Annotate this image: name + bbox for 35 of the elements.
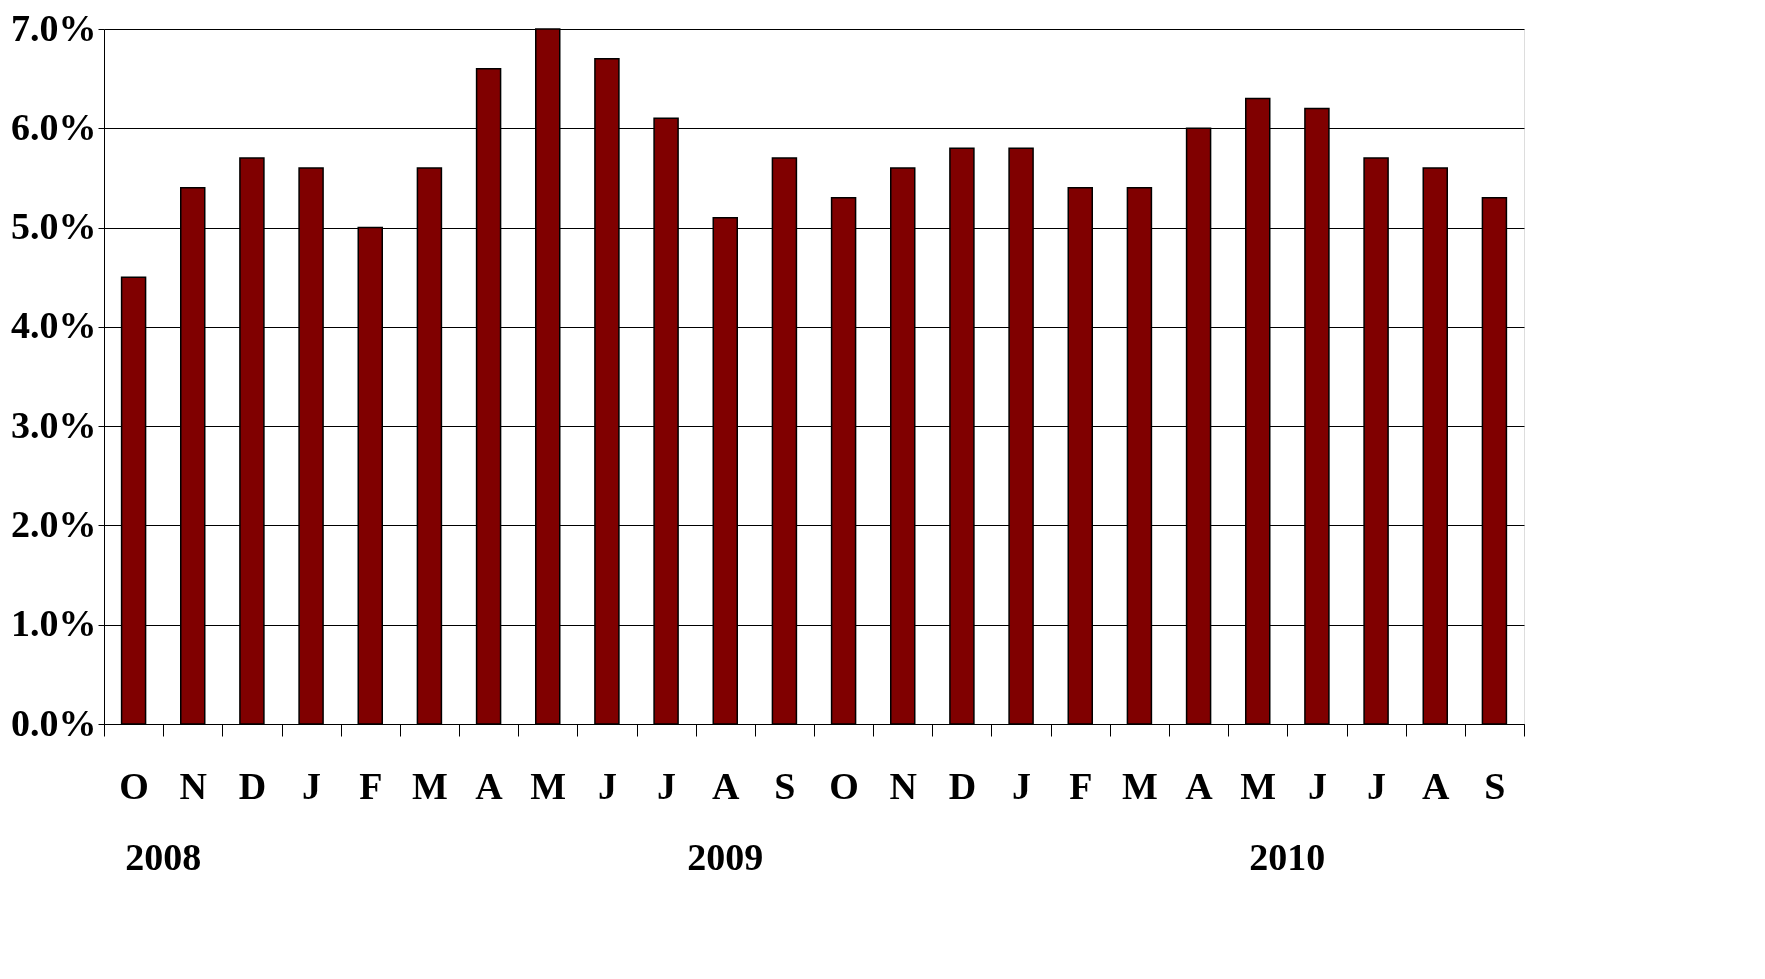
x-tick-label: A bbox=[1185, 764, 1214, 807]
y-tick-label: 7.0% bbox=[11, 6, 97, 49]
x-tick-label: M bbox=[1121, 764, 1158, 807]
x-tick-label: J bbox=[1367, 764, 1387, 807]
text: 2010 bbox=[1249, 836, 1326, 878]
x-tick-label: A bbox=[1422, 764, 1451, 807]
x-tick-label: O bbox=[829, 764, 859, 807]
y-tick-label: 6.0% bbox=[11, 105, 97, 148]
x-tick-label: O bbox=[119, 764, 149, 807]
x-tick-label: N bbox=[889, 764, 917, 807]
x-tick-label: N bbox=[179, 764, 207, 807]
x-tick-label: D bbox=[238, 764, 267, 807]
x-tick-label: F bbox=[1069, 764, 1093, 807]
y-tick-label: 4.0% bbox=[11, 304, 97, 347]
x-tick-label: M bbox=[411, 764, 448, 807]
y-tick-label: 1.0% bbox=[11, 602, 97, 645]
x-tick-label: D bbox=[948, 764, 977, 807]
y-tick-label: 5.0% bbox=[11, 205, 97, 248]
x-tick-label: J bbox=[1307, 764, 1327, 807]
x-tick-label: J bbox=[302, 764, 322, 807]
y-tick-label: 3.0% bbox=[11, 403, 97, 446]
x-tick-label: A bbox=[712, 764, 741, 807]
x-tick-label: J bbox=[657, 764, 677, 807]
text: 2008 bbox=[125, 836, 202, 878]
x-tick-label: J bbox=[597, 764, 617, 807]
x-tick-label: F bbox=[359, 764, 383, 807]
x-tick-label: M bbox=[1240, 764, 1277, 807]
y-tick-label: 0.0% bbox=[11, 701, 97, 744]
x-tick-label: S bbox=[1484, 764, 1506, 807]
x-tick-label: S bbox=[774, 764, 796, 807]
x-tick-label: J bbox=[1012, 764, 1032, 807]
text: 2009 bbox=[687, 836, 764, 878]
x-tick-label: A bbox=[475, 764, 504, 807]
x-tick-label: M bbox=[530, 764, 567, 807]
y-tick-label: 2.0% bbox=[11, 502, 97, 545]
